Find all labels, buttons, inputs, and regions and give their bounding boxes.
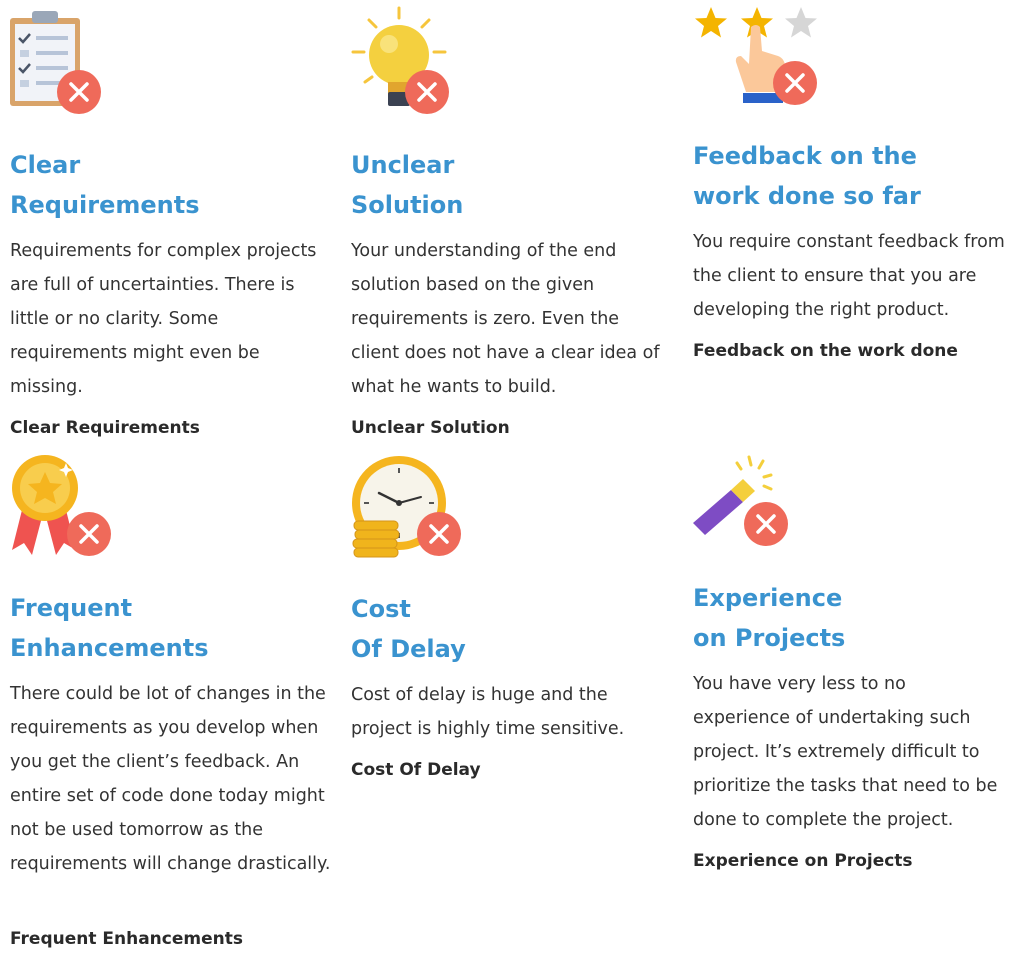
card-link[interactable]: Experience on Projects: [693, 851, 913, 871]
card-link[interactable]: Cost Of Delay: [351, 760, 481, 780]
close-badge-icon: [56, 69, 102, 119]
card-title: Cost Of Delay: [351, 595, 466, 663]
star-rating-hand-icon: [693, 5, 823, 114]
card-description: Cost of delay is huge and the project is…: [351, 685, 625, 739]
close-badge-icon: [404, 69, 450, 119]
close-badge-icon: [66, 511, 112, 561]
card-link[interactable]: Unclear Solution: [351, 418, 510, 438]
card-description: You have very less to no experience of u…: [693, 674, 998, 830]
card-link[interactable]: Feedback on the work done: [693, 341, 958, 361]
card-description: Your understanding of the end solution b…: [351, 241, 660, 397]
card-description: Requirements for complex projects are fu…: [10, 241, 317, 397]
close-badge-icon: [743, 501, 789, 551]
card-link[interactable]: Frequent Enhancements: [10, 929, 243, 949]
card-title: Frequent Enhancements: [10, 594, 209, 662]
lightbulb-icon: [351, 6, 451, 120]
card-title: Experience on Projects: [693, 584, 846, 652]
medal-icon: [10, 455, 100, 564]
card-link[interactable]: Clear Requirements: [10, 418, 200, 438]
card-title: Unclear Solution: [351, 151, 464, 219]
close-badge-icon: [416, 511, 462, 561]
card-title: Clear Requirements: [10, 151, 200, 219]
card-description: There could be lot of changes in the req…: [10, 684, 331, 874]
close-badge-icon: [772, 60, 818, 110]
magic-wand-icon: [693, 455, 783, 549]
card-description: You require constant feedback from the c…: [693, 232, 1005, 320]
card-title: Feedback on the work done so far: [693, 142, 921, 210]
